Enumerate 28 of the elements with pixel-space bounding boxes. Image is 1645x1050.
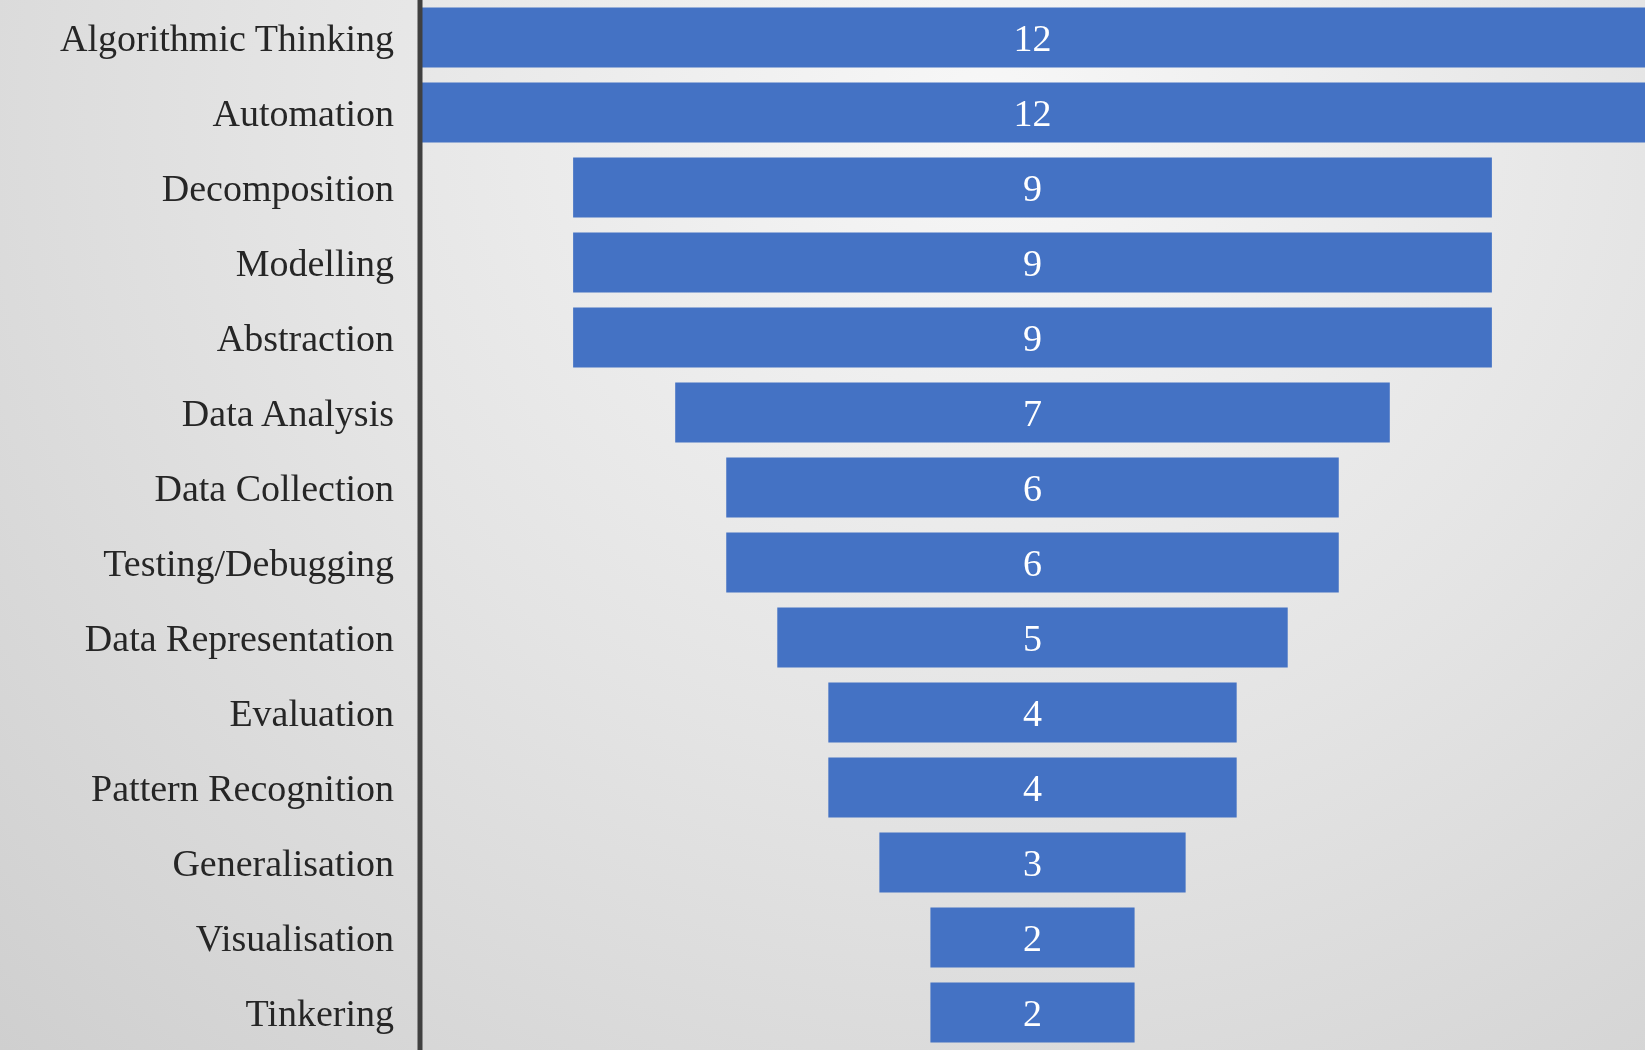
category-label: Algorithmic Thinking xyxy=(60,16,394,59)
category-label: Testing/Debugging xyxy=(103,541,394,584)
category-label: Data Analysis xyxy=(181,391,394,434)
category-label: Pattern Recognition xyxy=(91,766,394,809)
data-label: 4 xyxy=(1023,691,1042,734)
data-label: 6 xyxy=(1023,541,1042,584)
data-label: 9 xyxy=(1023,241,1042,284)
category-label: Data Representation xyxy=(84,616,394,659)
data-label: 2 xyxy=(1023,991,1042,1034)
category-label: Visualisation xyxy=(195,916,394,959)
data-label: 12 xyxy=(1013,91,1052,134)
category-label: Generalisation xyxy=(172,841,394,884)
category-label: Automation xyxy=(212,91,394,134)
category-label: Modelling xyxy=(235,241,394,284)
data-label: 6 xyxy=(1023,466,1042,509)
data-label: 7 xyxy=(1023,391,1042,434)
data-label: 9 xyxy=(1023,316,1042,359)
data-label: 12 xyxy=(1013,16,1052,59)
category-label: Decomposition xyxy=(161,166,394,209)
data-label: 3 xyxy=(1023,841,1042,884)
category-label: Evaluation xyxy=(229,691,394,734)
data-label: 2 xyxy=(1023,916,1042,959)
data-label: 4 xyxy=(1023,766,1042,809)
data-label: 9 xyxy=(1023,166,1042,209)
category-label: Tinkering xyxy=(245,991,394,1034)
category-label: Abstraction xyxy=(216,316,394,359)
data-label: 5 xyxy=(1023,616,1042,659)
category-label: Data Collection xyxy=(154,466,394,509)
